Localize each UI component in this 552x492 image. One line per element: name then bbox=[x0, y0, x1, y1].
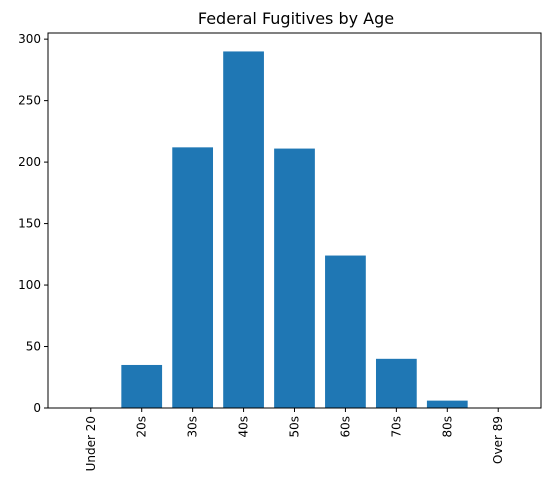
y-tick-label: 150 bbox=[18, 217, 41, 231]
bars-layer bbox=[121, 51, 468, 408]
x-tick-label: 30s bbox=[186, 416, 200, 438]
x-axis: Under 20 20s 30s 40s 50s 60s 70s 80s Over 89 bbox=[84, 408, 505, 471]
x-tick-label: 80s bbox=[440, 416, 454, 438]
x-tick-label: 20s bbox=[135, 416, 149, 438]
x-tick-label: 40s bbox=[237, 416, 251, 438]
bar-20s bbox=[121, 364, 163, 408]
bar-50s bbox=[274, 148, 315, 408]
y-tick-label: 300 bbox=[18, 32, 41, 46]
y-tick-label: 0 bbox=[33, 401, 41, 415]
x-tick-label: 70s bbox=[389, 416, 403, 438]
y-tick-label: 200 bbox=[18, 155, 41, 169]
x-tick-label: Under 20 bbox=[84, 416, 98, 471]
plot-frame bbox=[47, 32, 542, 409]
x-tick-label: 50s bbox=[288, 416, 302, 438]
bar-30s bbox=[172, 147, 214, 408]
bar-80s bbox=[426, 400, 468, 408]
y-axis: 0 50 100 150 200 250 300 bbox=[18, 32, 48, 415]
x-tick-label: 60s bbox=[338, 416, 352, 438]
bar-60s bbox=[325, 255, 366, 408]
y-tick-label: 250 bbox=[18, 94, 41, 108]
bar-70s bbox=[375, 358, 417, 408]
y-tick-label: 100 bbox=[18, 278, 41, 292]
chart-title: Federal Fugitives by Age bbox=[198, 9, 394, 28]
y-tick-label: 50 bbox=[26, 340, 41, 354]
x-tick-label: Over 89 bbox=[491, 416, 505, 464]
bar-40s bbox=[223, 51, 264, 408]
